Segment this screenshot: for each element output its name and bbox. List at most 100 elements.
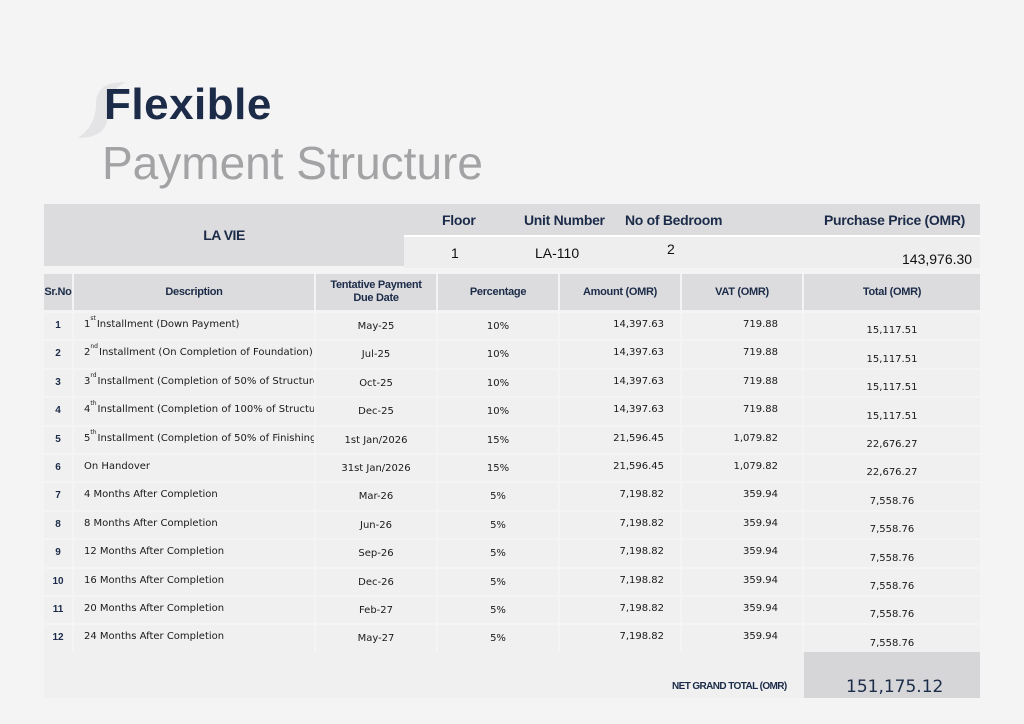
row-vat: 359.94 <box>682 540 804 567</box>
footer-band <box>44 652 804 698</box>
row-description: 20 Months After Completion <box>74 596 316 624</box>
row-vat: 719.88 <box>682 341 804 368</box>
row-sr: 9 <box>44 540 74 567</box>
floor-header: Floor <box>442 212 476 228</box>
col-vat: VAT (OMR) <box>682 274 804 310</box>
row-description-text: Installment (On Completion of Foundation… <box>99 347 313 359</box>
row-amount: 7,198.82 <box>560 511 682 539</box>
page-subtitle: Payment Structure <box>102 137 483 189</box>
row-amount: 7,198.82 <box>560 596 682 624</box>
row-amount: 14,397.63 <box>560 398 682 425</box>
row-description-text: 24 Months After Completion <box>84 631 225 643</box>
row-total: 15,117.51 <box>804 341 980 368</box>
row-percentage: 5% <box>438 483 560 510</box>
row-description-text: 4 Months After Completion <box>84 489 218 501</box>
row-description-text: 16 Months After Completion <box>84 574 225 586</box>
table-row: 11 20 Months After Completion Feb-27 5% 7,19… <box>44 596 980 625</box>
row-due-date: Sep-26 <box>316 540 438 567</box>
row-total: 7,558.76 <box>804 568 980 595</box>
col-sr: Sr.No <box>44 274 74 310</box>
row-sr: 12 <box>44 625 74 652</box>
row-due-date: Dec-26 <box>316 568 438 595</box>
row-sr: 5 <box>44 426 74 453</box>
row-total: 22,676.27 <box>804 454 980 482</box>
row-vat: 1,079.82 <box>682 454 804 482</box>
row-vat: 719.88 <box>682 313 804 340</box>
table-row: 10 16 Months After Completion Dec-26 5% 7,19… <box>44 568 980 597</box>
row-description-text: On Handover <box>84 460 151 472</box>
col-description: Description <box>74 274 316 310</box>
row-due-date: Feb-27 <box>316 596 438 624</box>
page-title: Flexible <box>104 80 272 129</box>
row-amount: 21,596.45 <box>560 426 682 453</box>
row-vat: 1,079.82 <box>682 426 804 453</box>
project-name: LA VIE <box>44 204 404 266</box>
row-description: 8 Months After Completion <box>74 511 316 539</box>
net-grand-total-label: NET GRAND TOTAL (OMR) <box>672 681 787 692</box>
row-total: 15,117.51 <box>804 398 980 425</box>
row-amount: 14,397.63 <box>560 341 682 368</box>
row-vat: 719.88 <box>682 369 804 397</box>
row-sr: 1 <box>44 313 74 340</box>
row-total: 7,558.76 <box>804 540 980 567</box>
row-ordinal: 5 <box>84 432 91 444</box>
row-description: 16 Months After Completion <box>74 568 316 595</box>
row-due-date: Mar-26 <box>316 483 438 510</box>
row-ordinal: 2 <box>84 347 91 359</box>
row-description: 4 Months After Completion <box>74 483 316 510</box>
bedroom-value: 2 <box>667 241 675 257</box>
row-percentage: 15% <box>438 454 560 482</box>
col-due-date-line2: Due Date <box>353 292 399 304</box>
row-description-text: Installment (Completion of 100% of Struc… <box>97 404 316 416</box>
net-grand-total-box <box>804 652 980 698</box>
row-total: 7,558.76 <box>804 625 980 652</box>
floor-value: 1 <box>451 245 459 261</box>
unit-number-value: LA-110 <box>535 245 580 261</box>
col-due-date: Tentative Payment Due Date <box>316 274 438 310</box>
row-due-date: 31st Jan/2026 <box>316 454 438 482</box>
row-total: 15,117.51 <box>804 313 980 340</box>
row-due-date: Dec-25 <box>316 398 438 425</box>
row-amount: 7,198.82 <box>560 540 682 567</box>
row-description-text: 12 Months After Completion <box>84 546 225 558</box>
row-percentage: 10% <box>438 341 560 368</box>
row-percentage: 10% <box>438 313 560 340</box>
row-sr: 6 <box>44 454 74 482</box>
row-percentage: 5% <box>438 511 560 539</box>
table-row: 6 On Handover 31st Jan/2026 15% 21,596.45 1,0… <box>44 454 980 483</box>
row-amount: 7,198.82 <box>560 483 682 510</box>
table-header: Sr.No Description Tentative Payment Due … <box>44 274 980 310</box>
row-sr: 4 <box>44 398 74 425</box>
purchase-price-header: Purchase Price (OMR) <box>824 212 966 228</box>
row-vat: 359.94 <box>682 483 804 510</box>
row-total: 22,676.27 <box>804 426 980 453</box>
col-percentage: Percentage <box>438 274 560 310</box>
row-percentage: 10% <box>438 398 560 425</box>
row-amount: 7,198.82 <box>560 625 682 652</box>
col-amount: Amount (OMR) <box>560 274 682 310</box>
row-percentage: 15% <box>438 426 560 453</box>
row-description-text: Installment (Down Payment) <box>96 319 240 330</box>
row-total: 7,558.76 <box>804 483 980 510</box>
row-due-date: May-27 <box>316 625 438 652</box>
row-description-text: 20 Months After Completion <box>84 602 225 614</box>
row-amount: 21,596.45 <box>560 454 682 482</box>
purchase-price-value: 143,976.30 <box>902 251 973 267</box>
row-vat: 359.94 <box>682 596 804 624</box>
row-due-date: Jun-26 <box>316 511 438 539</box>
row-amount: 7,198.82 <box>560 568 682 595</box>
col-total: Total (OMR) <box>804 274 980 310</box>
row-total: 7,558.76 <box>804 596 980 624</box>
table-row: 8 8 Months After Completion Jun-26 5% 7,198.… <box>44 511 980 540</box>
row-ordinal: 4 <box>84 404 91 416</box>
